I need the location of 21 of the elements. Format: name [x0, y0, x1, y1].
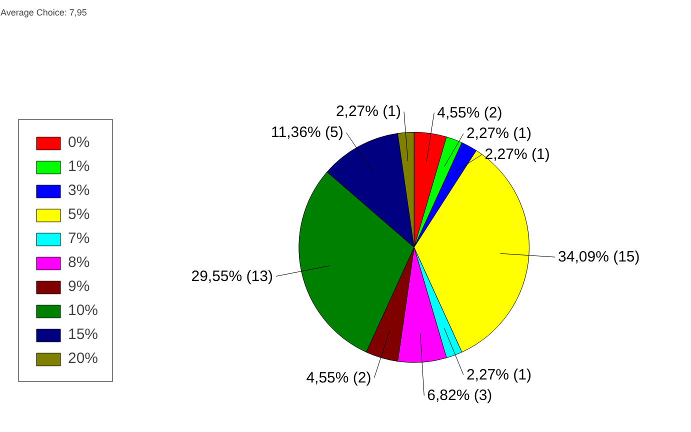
data-label: 4,55% (2): [437, 104, 502, 122]
data-label: 2,27% (1): [336, 103, 401, 120]
legend-label: 3%: [68, 182, 90, 199]
legend-label: 5%: [68, 206, 90, 223]
data-label: 2,27% (1): [484, 146, 550, 164]
data-label: 29,55% (13): [191, 268, 273, 285]
data-label: 11,36% (5): [271, 124, 344, 142]
legend-label: 9%: [68, 278, 90, 295]
data-label: 34,09% (15): [558, 248, 640, 266]
data-label: 2,27% (1): [466, 125, 532, 142]
legend-label: 1%: [68, 158, 90, 175]
data-label: 2,27% (1): [466, 366, 532, 384]
chart-title: Average Choice: 7,95: [0, 8, 87, 18]
data-label: 6,82% (3): [427, 387, 492, 404]
legend-label: 20%: [68, 350, 98, 367]
legend-label: 0%: [68, 134, 90, 151]
legend-label: 7%: [68, 230, 90, 247]
data-label: 4,55% (2): [306, 369, 372, 386]
legend-label: 15%: [68, 326, 98, 343]
legend-label: 8%: [68, 254, 90, 271]
legend-label: 10%: [68, 302, 98, 319]
